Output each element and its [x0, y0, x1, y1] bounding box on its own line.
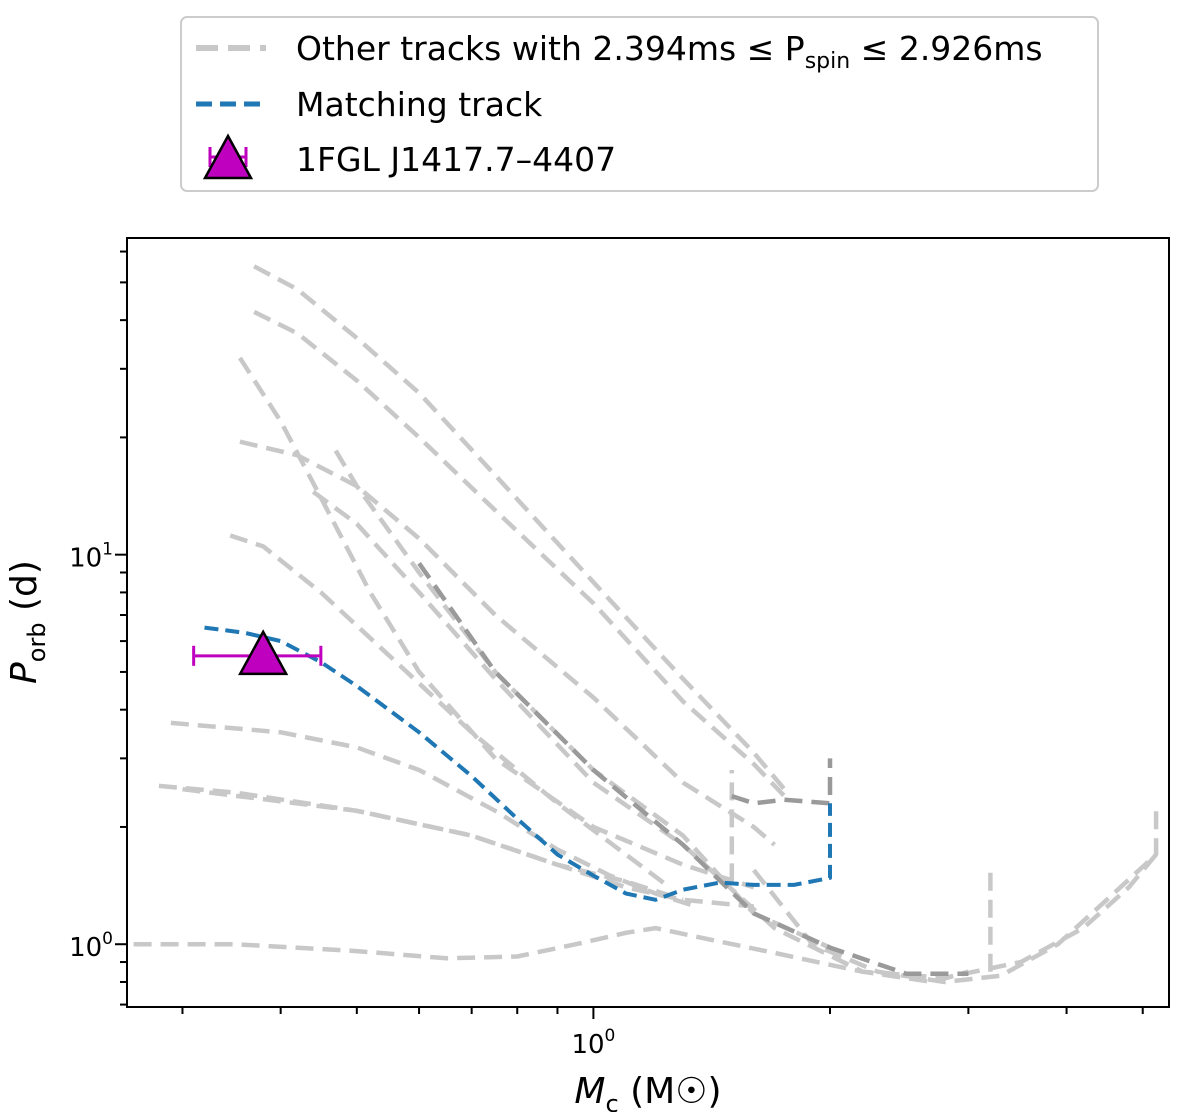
matching-track-line [204, 625, 832, 902]
other-track-line [311, 489, 970, 985]
legend-marker-source [202, 133, 254, 180]
legend-label-matching-track: Matching track [296, 85, 543, 124]
legend: Other tracks with 2.394ms ≤ Pspin ≤ 2.92… [180, 16, 1099, 192]
other-track-line [229, 533, 671, 890]
x-tick-label: 100 [571, 1026, 615, 1060]
sun-symbol-icon: ☉ [675, 1071, 707, 1112]
legend-label-other-tracks: Other tracks with 2.394ms ≤ Pspin ≤ 2.92… [296, 29, 1043, 74]
other-track-line [238, 356, 755, 890]
legend-label-source: 1FGL J1417.7–4407 [296, 140, 616, 179]
other-track-line [731, 758, 833, 806]
triangle-marker-icon [202, 133, 254, 180]
x-axis-label: Mc (M☉) [574, 1071, 721, 1112]
axis-ticks [115, 250, 1144, 1019]
source-marker [238, 629, 289, 676]
other-track-line [417, 562, 969, 976]
y-tick-label: 100 [69, 929, 113, 963]
other-track-line [170, 720, 697, 909]
legend-frame [180, 16, 1099, 192]
other-track-line [133, 853, 1158, 981]
series-layer [133, 264, 1159, 985]
other-track-line [182, 786, 684, 902]
other-track-line [253, 309, 787, 798]
other-track-line [752, 810, 1159, 985]
y-axis-label: Porb (d) [4, 560, 51, 684]
plot-area [126, 237, 1170, 1008]
source-data-point [192, 629, 323, 676]
y-tick-label: 101 [69, 540, 113, 574]
